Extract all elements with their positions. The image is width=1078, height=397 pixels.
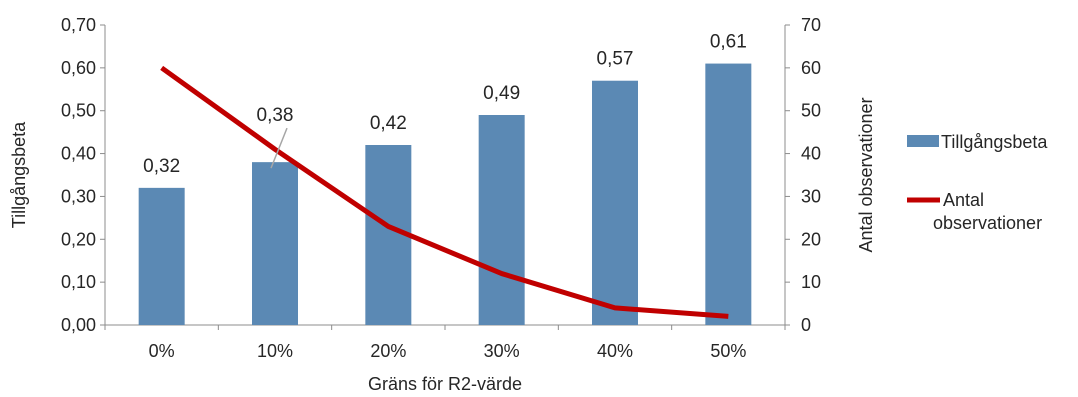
bar-data-label: 0,49: [483, 83, 520, 104]
x-axis-title: Gräns för R2-värde: [368, 374, 522, 394]
bar: [705, 63, 752, 325]
line-observations: [160, 65, 729, 319]
data-labels: 0,32 0,38 0,42 0,49 0,57 0,61: [143, 32, 747, 177]
x-axis-tick-label: 40%: [597, 341, 633, 361]
left-axis-title: Tillgångsbeta: [9, 121, 29, 228]
x-axis-tick-label: 10%: [257, 341, 293, 361]
chart-axes: 0,00 0,10 0,20 0,30 0,40 0,50 0,60 0,70 0 10 20 30 4…: [9, 15, 876, 394]
left-axis-tick-label: 0,00: [61, 315, 96, 335]
right-axis-tick-label: 30: [801, 186, 821, 206]
right-axis-tick-label: 60: [801, 58, 821, 78]
left-axis-tick-label: 0,20: [61, 229, 96, 249]
legend-label-line: Antal observationer: [933, 190, 1042, 233]
right-axis-title: Antal observationer: [856, 97, 876, 252]
x-axis-tick-label: 50%: [710, 341, 746, 361]
left-axis-tick-label: 0,10: [61, 272, 96, 292]
x-axis-tick-label: 20%: [370, 341, 406, 361]
bar-data-label: 0,57: [597, 49, 634, 70]
x-axis-tick-label: 30%: [484, 341, 520, 361]
bar-data-label: 0,42: [370, 113, 407, 134]
bar-data-label: 0,32: [143, 156, 180, 177]
legend: Tillgångsbeta Antal observationer: [907, 132, 1048, 233]
right-axis-tick-label: 50: [801, 101, 821, 121]
bar-data-label: 0,38: [257, 105, 294, 126]
data-label-leader: [270, 127, 288, 169]
left-axis-tick-label: 0,30: [61, 186, 96, 206]
bar: [478, 115, 525, 325]
right-axis-tick-label: 0: [801, 315, 811, 335]
bar: [252, 162, 298, 325]
right-axis-tick-label: 20: [801, 229, 821, 249]
left-axis-tick-label: 0,40: [61, 144, 96, 164]
bar: [592, 80, 638, 325]
right-axis-tick-label: 10: [801, 272, 821, 292]
bar-data-label: 0,61: [710, 32, 747, 53]
legend-label-bar: Tillgångsbeta: [941, 132, 1048, 152]
right-axis-tick-label: 40: [801, 144, 821, 164]
right-axis-tick-label: 70: [801, 15, 821, 35]
legend-swatch-bar: [907, 135, 939, 147]
bar-series: [138, 63, 752, 325]
left-axis-tick-label: 0,60: [61, 58, 96, 78]
bar: [138, 187, 185, 325]
x-axis-tick-label: 0%: [149, 341, 175, 361]
left-axis-tick-label: 0,70: [61, 15, 96, 35]
line-series: [160, 65, 729, 319]
left-axis-tick-label: 0,50: [61, 101, 96, 121]
